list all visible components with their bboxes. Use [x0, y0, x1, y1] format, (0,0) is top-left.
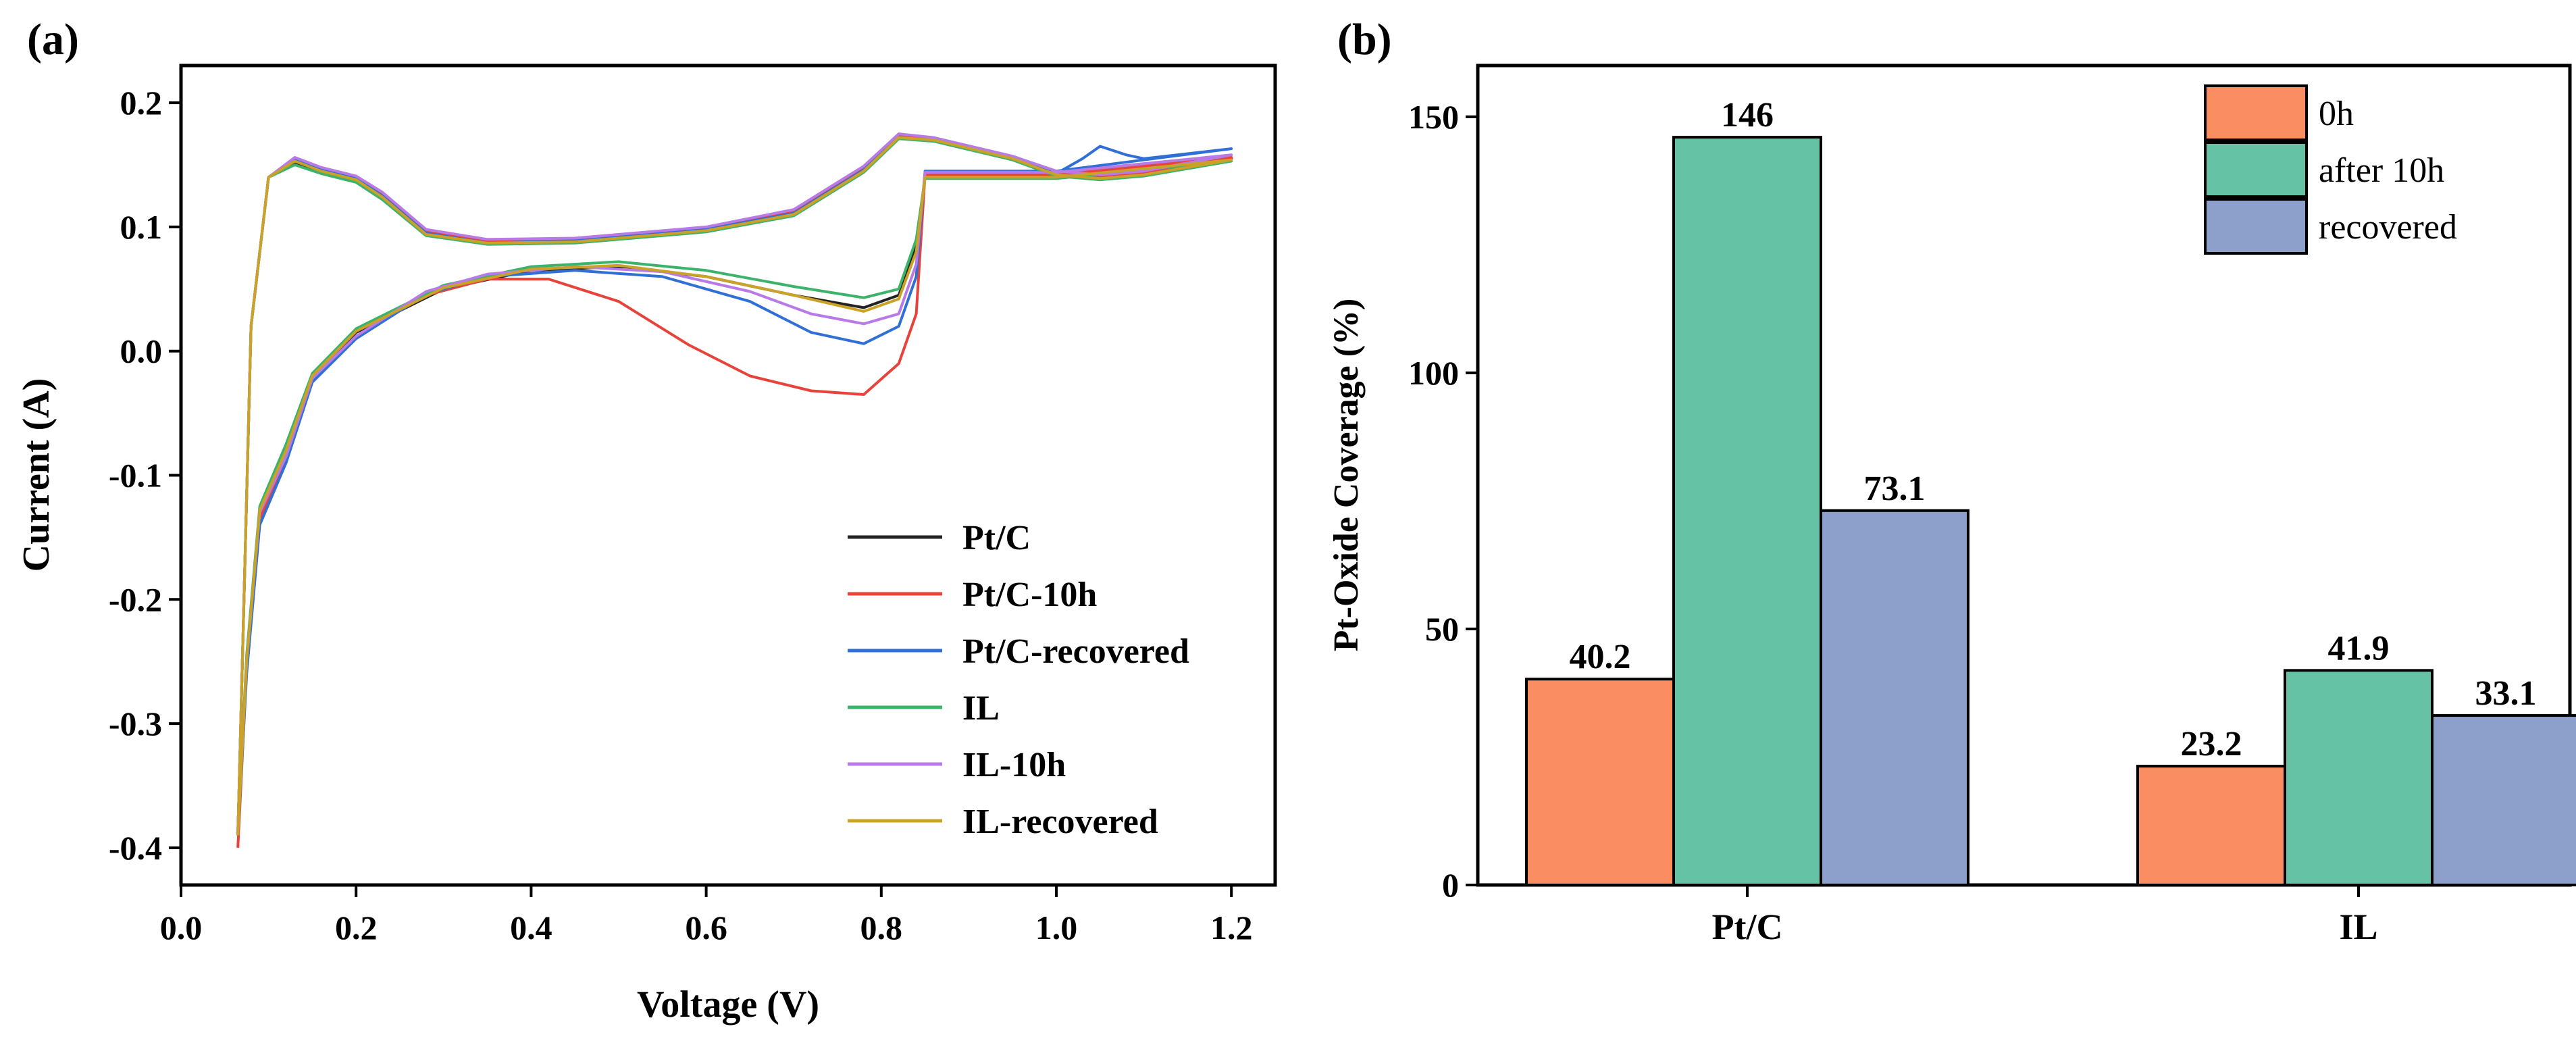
panel-a-series-lines — [236, 132, 1233, 848]
y-tick-label: 0.1 — [120, 208, 163, 246]
series-line-il-recovered — [236, 136, 1233, 836]
bar-value-label: 23.2 — [2181, 725, 2242, 763]
y-tick-label: 0.2 — [120, 84, 163, 122]
y-tick-label: 0 — [1442, 866, 1459, 904]
panel-b-y-axis-label: Pt-Oxide Coverage (%) — [1327, 299, 1366, 652]
panel-b-label: (b) — [1337, 15, 1392, 64]
panel-b-bar-chart: (b) 0 50 100 150 40.2 146 73.1 23.2 41.9 33.1 Pt… — [1327, 15, 2576, 947]
legend-label: recovered — [2319, 208, 2457, 247]
x-tick-label: 0.4 — [510, 909, 552, 946]
panel-a-y-ticks: -0.4 -0.3 -0.2 -0.1 0.0 0.1 0.2 — [109, 84, 181, 867]
panel-b-y-ticks: 0 50 100 150 — [1408, 98, 1478, 904]
series-line-pt-c-recovered — [236, 136, 1233, 836]
bar-pt-c-recovered — [1820, 509, 1969, 886]
panel-b-bars: 40.2 146 73.1 23.2 41.9 33.1 — [1525, 96, 2576, 887]
y-tick-label: -0.3 — [109, 705, 162, 742]
legend-swatch — [2204, 198, 2308, 255]
series-line-il — [236, 137, 1233, 836]
y-tick-label: -0.1 — [109, 457, 162, 495]
bar-il-after-10h — [2284, 669, 2433, 887]
series-line-pt-c-10h — [236, 134, 1233, 848]
bar-il-0h — [2136, 765, 2286, 886]
panel-b-plot-frame — [1476, 64, 2572, 887]
bar-pt-c-0h — [1525, 678, 1675, 886]
x-category-label: Pt/C — [1712, 907, 1783, 947]
bar-value-label: 41.9 — [2328, 629, 2390, 667]
panel-b-legend: 0h after 10h recovered — [2204, 84, 2457, 255]
legend-label: 0h — [2319, 95, 2354, 133]
y-tick-label: -0.4 — [109, 829, 162, 867]
series-line-pt-c — [236, 136, 1233, 836]
panel-b-x-ticks: Pt/C IL — [1712, 885, 2378, 947]
bar-il-recovered — [2431, 714, 2576, 887]
panel-a-line-chart: (a) -0.4-0.3-0.2-0.10.00.10.2 0.0 0.2 0.4 0… — [16, 15, 1277, 1026]
legend-swatch — [2204, 141, 2308, 198]
legend-label: Pt/C — [962, 519, 1031, 557]
panel-a-label: (a) — [27, 15, 79, 64]
legend-label: Pt/C-recovered — [962, 632, 1189, 671]
panel-a-plot-frame — [179, 64, 1277, 887]
bar-value-label: 40.2 — [1570, 638, 1631, 676]
x-tick-label: 0.0 — [160, 909, 203, 946]
bar-value-label: 146 — [1721, 96, 1774, 134]
y-tick-label: 150 — [1408, 98, 1459, 136]
y-tick-label: 0.0 — [120, 332, 163, 370]
x-tick-label: 1.2 — [1210, 909, 1253, 946]
legend-label: after 10h — [2319, 151, 2444, 190]
bar-value-label: 73.1 — [1864, 470, 1926, 508]
legend-label: IL — [962, 689, 1000, 728]
x-tick-label: 0.6 — [685, 909, 727, 946]
legend-label: Pt/C-10h — [962, 576, 1097, 614]
y-tick-label: 100 — [1408, 354, 1459, 392]
x-tick-label: 1.0 — [1035, 909, 1078, 946]
panel-a-x-ticks: 0.0 0.2 0.4 0.6 0.8 1.0 1.2 — [160, 885, 1253, 946]
legend-label: IL-10h — [962, 746, 1066, 784]
panel-a-x-axis-label: Voltage (V) — [637, 984, 819, 1026]
y-tick-label: 50 — [1425, 610, 1459, 648]
panel-a-y-axis-label: Current (A) — [16, 378, 57, 572]
x-tick-label: 0.2 — [335, 909, 378, 946]
panel-a-legend: Pt/C Pt/C-10h Pt/C-recovered IL IL-10h IL-rec… — [848, 519, 1189, 841]
x-tick-label: 0.8 — [860, 909, 903, 946]
legend-swatch — [2204, 84, 2308, 141]
bar-value-label: 33.1 — [2475, 674, 2537, 713]
bar-pt-c-after-10h — [1672, 136, 1822, 887]
legend-label: IL-recovered — [962, 803, 1158, 841]
x-category-label: IL — [2339, 907, 2377, 947]
series-line-il-10h — [236, 132, 1233, 836]
y-tick-label: -0.2 — [109, 580, 162, 618]
